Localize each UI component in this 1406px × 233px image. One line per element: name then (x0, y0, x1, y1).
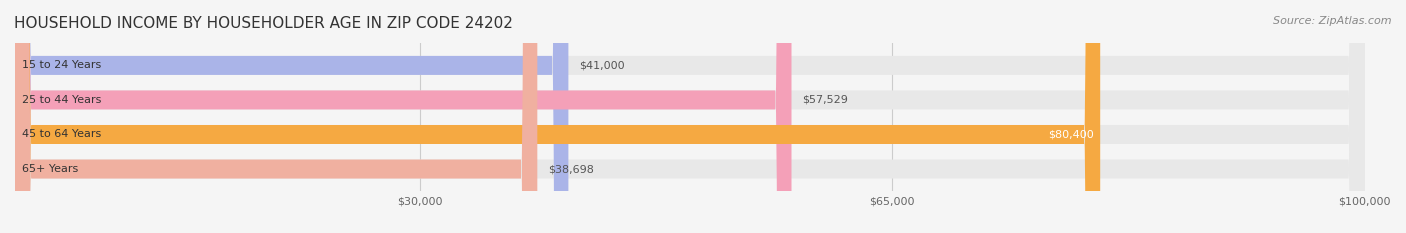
Text: 25 to 44 Years: 25 to 44 Years (21, 95, 101, 105)
Text: $57,529: $57,529 (803, 95, 848, 105)
FancyBboxPatch shape (15, 0, 537, 233)
Text: 65+ Years: 65+ Years (21, 164, 77, 174)
Text: $80,400: $80,400 (1047, 130, 1094, 140)
Text: 45 to 64 Years: 45 to 64 Years (21, 130, 101, 140)
FancyBboxPatch shape (15, 0, 1365, 233)
Text: $41,000: $41,000 (579, 60, 624, 70)
Text: 15 to 24 Years: 15 to 24 Years (21, 60, 101, 70)
Text: Source: ZipAtlas.com: Source: ZipAtlas.com (1274, 16, 1392, 26)
FancyBboxPatch shape (15, 0, 792, 233)
Text: $38,698: $38,698 (548, 164, 593, 174)
FancyBboxPatch shape (15, 0, 568, 233)
FancyBboxPatch shape (15, 0, 1365, 233)
FancyBboxPatch shape (15, 0, 1365, 233)
Text: HOUSEHOLD INCOME BY HOUSEHOLDER AGE IN ZIP CODE 24202: HOUSEHOLD INCOME BY HOUSEHOLDER AGE IN Z… (14, 16, 513, 31)
FancyBboxPatch shape (15, 0, 1365, 233)
FancyBboxPatch shape (15, 0, 1101, 233)
